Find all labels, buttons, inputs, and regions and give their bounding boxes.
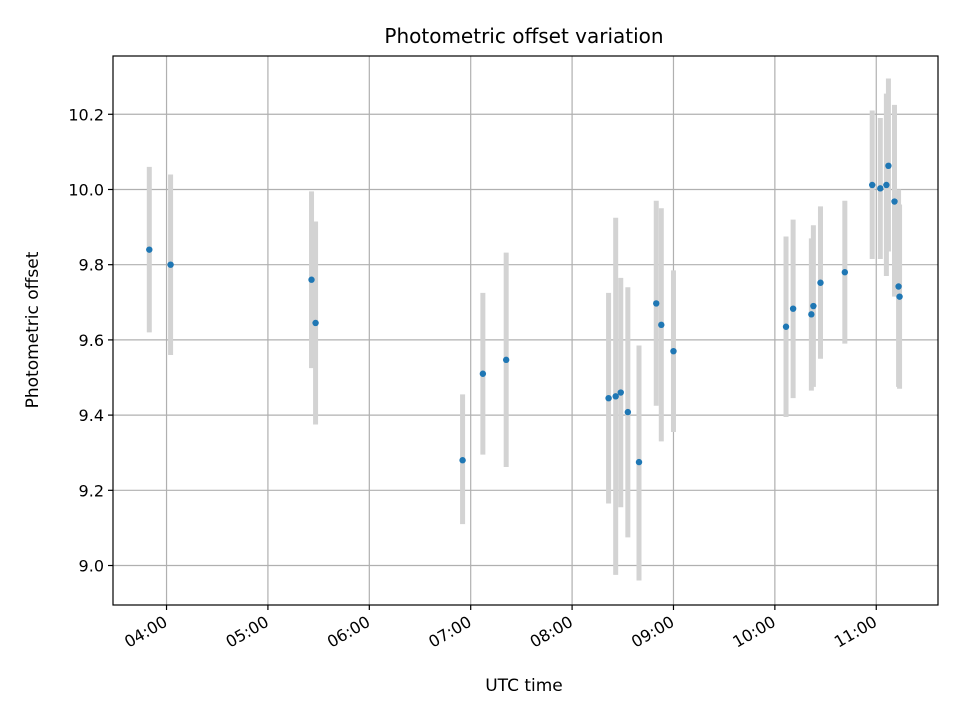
data-point bbox=[479, 370, 487, 377]
x-tick-label: 04:00 bbox=[121, 612, 170, 652]
data-point bbox=[146, 246, 153, 253]
data-point bbox=[895, 283, 902, 290]
data-point bbox=[612, 393, 619, 400]
data-point bbox=[617, 389, 624, 396]
data-point bbox=[653, 300, 660, 307]
y-tick-label: 9.4 bbox=[79, 406, 104, 425]
x-axis-title: UTC time bbox=[485, 676, 563, 696]
data-point bbox=[605, 394, 612, 402]
data-point bbox=[312, 319, 319, 327]
data-point bbox=[808, 311, 815, 318]
x-tick-label: 06:00 bbox=[324, 612, 373, 652]
data-point bbox=[635, 458, 643, 466]
data-point bbox=[670, 347, 677, 355]
x-tick-label: 08:00 bbox=[527, 612, 576, 652]
data-point bbox=[817, 279, 824, 286]
data-point bbox=[624, 408, 632, 416]
data-point bbox=[810, 302, 817, 310]
y-tick-label: 10.2 bbox=[68, 105, 104, 124]
y-axis-title: Photometric offset bbox=[23, 251, 43, 408]
x-tick-label: 11:00 bbox=[831, 612, 880, 652]
y-tick-label: 9.8 bbox=[79, 256, 104, 275]
y-tick-label: 9.2 bbox=[79, 481, 104, 500]
y-tick-label: 9.6 bbox=[79, 331, 104, 350]
data-point bbox=[502, 356, 510, 364]
data-point bbox=[883, 181, 890, 189]
data-point bbox=[896, 293, 903, 300]
x-tick-label: 10:00 bbox=[729, 612, 778, 652]
data-points bbox=[146, 162, 903, 466]
data-point bbox=[885, 162, 892, 169]
x-tick-label: 07:00 bbox=[425, 612, 474, 652]
data-point bbox=[658, 321, 665, 329]
data-point bbox=[459, 457, 466, 464]
x-tick-label: 05:00 bbox=[222, 612, 271, 652]
x-tick-label: 09:00 bbox=[628, 612, 677, 652]
chart-title: Photometric offset variation bbox=[384, 24, 663, 48]
plot-frame bbox=[112, 55, 939, 606]
data-point bbox=[308, 276, 315, 283]
axis-ticks: 04:00 05:00 06:00 07:00 08:00 09:00 10:00 11:00… bbox=[68, 105, 880, 651]
data-point bbox=[789, 305, 797, 312]
data-point bbox=[167, 261, 174, 268]
y-tick-label: 9.0 bbox=[79, 557, 104, 576]
data-point bbox=[841, 269, 849, 276]
data-point bbox=[891, 198, 898, 205]
data-point bbox=[782, 323, 790, 330]
data-point bbox=[868, 181, 876, 189]
data-point bbox=[877, 185, 884, 192]
y-tick-label: 10.0 bbox=[68, 180, 104, 199]
